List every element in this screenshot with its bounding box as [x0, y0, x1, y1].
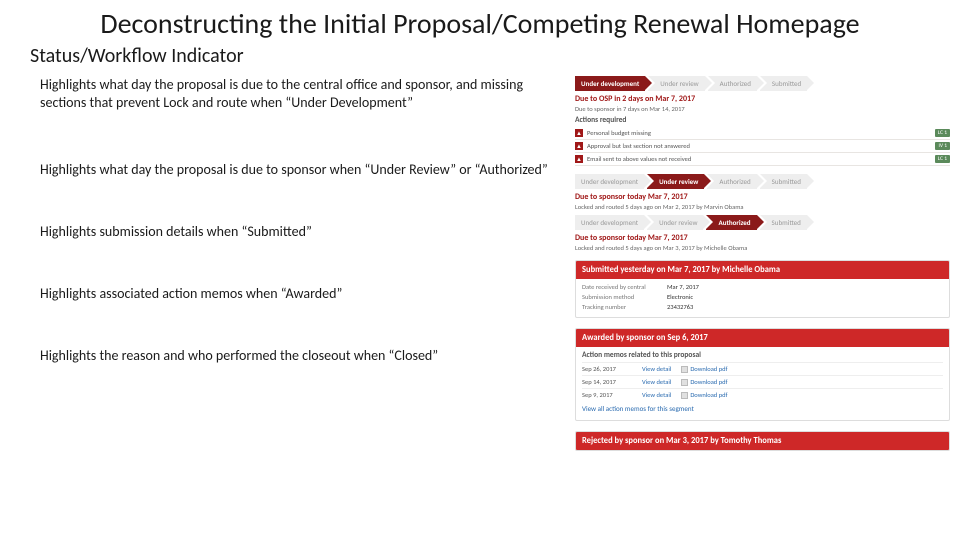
- step-under-review: Under review: [648, 76, 704, 91]
- download-icon: [681, 392, 688, 399]
- submitted-header: Submitted yesterday on Mar 7, 2017 by Mi…: [576, 261, 949, 279]
- locked-routed-auth: Locked and routed 5 days ago on Mar 3, 2…: [575, 244, 950, 252]
- view-all-memos-link[interactable]: View all action memos for this segment: [582, 401, 943, 416]
- panel-awarded: Awarded by sponsor on Sep 6, 2017 Action…: [575, 328, 950, 421]
- workflow-indicator: Under development Under review Authorize…: [575, 76, 950, 91]
- alert-icon: ▲: [575, 142, 583, 150]
- desc-under-review: Highlights what day the proposal is due …: [40, 161, 560, 179]
- step-submitted: Submitted: [760, 76, 807, 91]
- step-authorized: Authorized: [707, 174, 756, 189]
- kv-val: Electronic: [667, 293, 693, 301]
- memo-date: Sep 9, 2017: [582, 391, 642, 399]
- download-icon: [681, 366, 688, 373]
- memo-date: Sep 26, 2017: [582, 365, 642, 373]
- action-text: Approval but last section not answered: [587, 142, 935, 150]
- view-detail-link[interactable]: View detail: [642, 391, 671, 399]
- due-osp: Due to OSP in 2 days on Mar 7, 2017: [575, 94, 950, 104]
- kv-val: 23432763: [667, 303, 693, 311]
- step-under-development: Under development: [575, 76, 645, 91]
- screenshots-column: Under development Under review Authorize…: [570, 76, 950, 461]
- kv-key: Submission method: [582, 293, 667, 301]
- kv-row: Tracking number23432763: [582, 303, 943, 311]
- step-submitted: Submitted: [760, 215, 807, 230]
- action-row: ▲ Personal budget missing LC 1: [575, 127, 950, 140]
- step-authorized: Authorized: [708, 76, 757, 91]
- panel-submitted: Submitted yesterday on Mar 7, 2017 by Mi…: [575, 260, 950, 318]
- action-badge: LC 1: [935, 155, 950, 163]
- descriptions-column: Highlights what day the proposal is due …: [40, 76, 570, 461]
- memo-row: Sep 14, 2017 View detail Download pdf: [582, 375, 943, 388]
- action-text: Email sent to above values not received: [587, 155, 935, 163]
- step-submitted: Submitted: [760, 174, 807, 189]
- kv-row: Submission methodElectronic: [582, 293, 943, 301]
- rejected-header: Rejected by sponsor on Mar 3, 2017 by To…: [576, 432, 949, 450]
- kv-key: Tracking number: [582, 303, 667, 311]
- alert-icon: ▲: [575, 155, 583, 163]
- step-under-review: Under review: [647, 215, 703, 230]
- view-detail-link[interactable]: View detail: [642, 365, 671, 373]
- kv-key: Date received by central: [582, 283, 667, 291]
- download-icon: [681, 379, 688, 386]
- locked-routed-review: Locked and routed 5 days ago on Mar 2, 2…: [575, 203, 950, 211]
- slide-subtitle: Status/Workflow Indicator: [0, 40, 960, 76]
- action-badge: LC 1: [935, 129, 950, 137]
- desc-submitted: Highlights submission details when “Subm…: [40, 223, 560, 241]
- awarded-body: Action memos related to this proposal Se…: [576, 347, 949, 420]
- desc-under-development: Highlights what day the proposal is due …: [40, 76, 560, 112]
- due-sponsor: Due to sponsor in 7 days on Mar 14, 2017: [575, 105, 950, 113]
- desc-awarded: Highlights associated action memos when …: [40, 285, 560, 303]
- memo-date: Sep 14, 2017: [582, 378, 642, 386]
- panel-under-review: Under development Under review Authorize…: [575, 174, 950, 211]
- workflow-indicator: Under development Under review Authorize…: [575, 174, 950, 189]
- panel-rejected: Rejected by sponsor on Mar 3, 2017 by To…: [575, 431, 950, 451]
- awarded-header: Awarded by sponsor on Sep 6, 2017: [576, 329, 949, 347]
- step-under-development: Under development: [575, 215, 644, 230]
- download-pdf-link[interactable]: Download pdf: [690, 391, 727, 399]
- workflow-indicator: Under development Under review Authorize…: [575, 215, 950, 230]
- download-pdf-link[interactable]: Download pdf: [690, 365, 727, 373]
- actions-required-header: Actions required: [575, 116, 950, 125]
- memo-row: Sep 9, 2017 View detail Download pdf: [582, 388, 943, 401]
- desc-closed: Highlights the reason and who performed …: [40, 347, 560, 365]
- panel-authorized: Under development Under review Authorize…: [575, 215, 950, 252]
- memos-header: Action memos related to this proposal: [582, 351, 943, 360]
- kv-val: Mar 7, 2017: [667, 283, 699, 291]
- action-text: Personal budget missing: [587, 129, 935, 137]
- step-under-development: Under development: [575, 174, 644, 189]
- slide-title: Deconstructing the Initial Proposal/Comp…: [0, 0, 960, 40]
- memo-row: Sep 26, 2017 View detail Download pdf: [582, 362, 943, 375]
- step-under-review: Under review: [647, 174, 704, 189]
- view-detail-link[interactable]: View detail: [642, 378, 671, 386]
- alert-icon: ▲: [575, 129, 583, 137]
- panel-under-development: Under development Under review Authorize…: [575, 76, 950, 166]
- download-pdf-link[interactable]: Download pdf: [690, 378, 727, 386]
- content-area: Highlights what day the proposal is due …: [0, 76, 960, 461]
- action-row: ▲ Email sent to above values not receive…: [575, 153, 950, 166]
- action-badge: IV 1: [935, 142, 950, 150]
- due-sponsor-review: Due to sponsor today Mar 7, 2017: [575, 192, 950, 202]
- step-authorized: Authorized: [706, 215, 756, 230]
- kv-row: Date received by centralMar 7, 2017: [582, 283, 943, 291]
- due-sponsor-auth: Due to sponsor today Mar 7, 2017: [575, 233, 950, 243]
- action-row: ▲ Approval but last section not answered…: [575, 140, 950, 153]
- submitted-body: Date received by centralMar 7, 2017 Subm…: [576, 279, 949, 317]
